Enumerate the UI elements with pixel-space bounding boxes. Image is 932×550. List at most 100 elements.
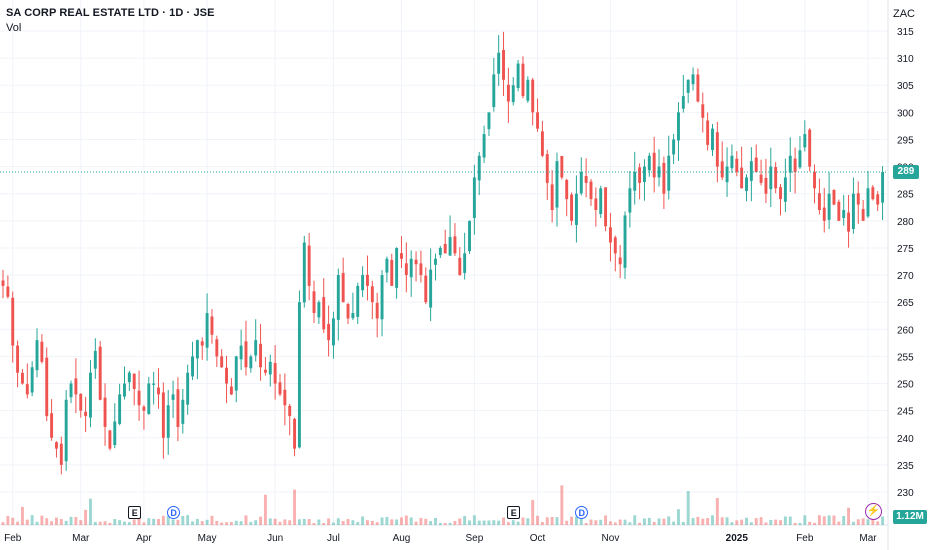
candle-body	[497, 52, 501, 74]
volume-bar	[866, 519, 870, 525]
volume-bar	[793, 522, 797, 525]
volume-bar	[45, 518, 49, 525]
candle-body	[604, 187, 608, 227]
candle-body	[225, 367, 228, 384]
candle-body	[385, 258, 389, 273]
volume-bar	[672, 521, 676, 525]
volume-bar	[79, 520, 83, 525]
candle-body	[628, 188, 632, 213]
volume-bar	[497, 520, 501, 525]
candle-body	[113, 421, 117, 446]
candle-body	[210, 316, 214, 335]
volume-bar	[234, 520, 238, 525]
volume-bar	[297, 519, 301, 525]
candle-body	[434, 258, 437, 265]
volume-bar	[764, 522, 768, 525]
volume-bar	[278, 521, 282, 525]
earnings-marker[interactable]: E	[507, 506, 521, 519]
candle-body	[195, 340, 199, 359]
volume-bar	[662, 518, 666, 525]
candle-body	[842, 209, 846, 219]
volume-bar	[312, 522, 316, 525]
volume-label[interactable]: Vol	[6, 22, 22, 34]
volume-bar	[740, 519, 744, 525]
volume-bar	[589, 519, 593, 525]
candle-body	[443, 243, 447, 254]
candle-body	[526, 79, 530, 101]
candle-body	[263, 369, 267, 373]
volume-bar	[327, 518, 331, 525]
volume-bar	[628, 522, 632, 525]
volume-bar	[443, 522, 447, 525]
candle-body	[84, 411, 88, 417]
volume-bar	[404, 515, 408, 525]
currency-label[interactable]: ZAC	[893, 8, 915, 20]
volume-bar	[239, 521, 243, 525]
volume-bar	[395, 519, 399, 525]
candle-body	[652, 152, 656, 178]
y-tick-label: 235	[897, 461, 914, 472]
candle-body	[463, 253, 467, 273]
candle-body	[181, 399, 185, 424]
volume-bar	[856, 519, 860, 525]
candle-body	[861, 209, 865, 221]
volume-bar	[370, 520, 374, 525]
volume-bar	[186, 515, 190, 525]
volume-bar	[876, 521, 880, 525]
candle-body	[137, 390, 141, 406]
candle-body	[638, 167, 642, 183]
volume-bar	[822, 516, 826, 525]
candle-body	[132, 373, 136, 389]
volume-bar	[472, 515, 476, 525]
candle-body	[584, 175, 588, 183]
candle-body	[152, 383, 156, 385]
candle-body	[419, 263, 423, 276]
candle-body	[293, 418, 297, 449]
candle-body	[677, 112, 680, 141]
dividend-marker[interactable]: D	[167, 506, 181, 519]
candle-body	[754, 157, 758, 173]
volume-bar	[691, 518, 695, 525]
volume-bar	[351, 520, 355, 525]
volume-bar	[35, 521, 39, 525]
volume-bar	[366, 520, 369, 525]
dividend-marker[interactable]: D	[575, 506, 589, 519]
volume-bar	[881, 516, 885, 525]
candle-body	[817, 193, 821, 210]
volume-bar	[526, 518, 530, 525]
volume-bar	[613, 522, 617, 525]
volume-bar	[657, 518, 661, 525]
candle-body	[618, 257, 622, 265]
earnings-marker[interactable]: E	[128, 506, 142, 519]
volume-bar	[336, 518, 340, 525]
candle-body	[487, 112, 491, 130]
volume-bar	[745, 517, 748, 525]
volume-bar	[521, 517, 525, 525]
x-tick-label: Mar	[859, 533, 877, 544]
candle-body	[322, 297, 326, 330]
volume-bar	[424, 518, 428, 525]
volume-bar	[458, 518, 462, 525]
candle-body	[468, 220, 471, 252]
candle-body	[448, 237, 452, 256]
candle-body	[686, 79, 690, 93]
volume-bar	[50, 521, 54, 525]
candle-body	[774, 167, 778, 189]
lightning-icon[interactable]: ⚡	[865, 503, 882, 520]
candle-body	[1, 280, 5, 286]
volume-bar	[618, 519, 622, 525]
volume-bar	[652, 521, 656, 525]
volume-bar	[779, 520, 782, 525]
candle-body	[536, 112, 540, 129]
candle-body	[341, 273, 345, 303]
candle-body	[312, 291, 316, 314]
candle-body	[516, 63, 520, 89]
candle-body	[89, 372, 92, 418]
x-tick-label: Feb	[796, 533, 814, 544]
candle-body	[613, 237, 617, 254]
symbol-title[interactable]: SA CORP REAL ESTATE LTD · 1D · JSE	[6, 7, 215, 19]
candle-body	[550, 184, 554, 210]
volume-bar	[210, 515, 214, 525]
volume-bar	[414, 521, 418, 525]
